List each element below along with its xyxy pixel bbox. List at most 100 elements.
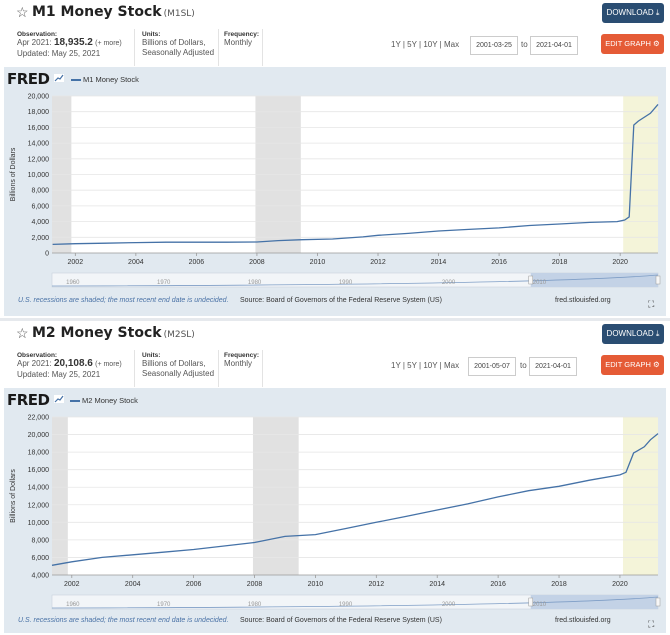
observation-more-link[interactable]: (+ more) [95, 40, 122, 47]
y-tick-label: 22,000 [28, 415, 50, 422]
frequency-value: Monthly [224, 359, 253, 368]
navigator-label: 1960 [66, 280, 80, 286]
y-tick-label: 6,000 [31, 203, 49, 210]
divider [262, 29, 263, 66]
navigator-label: 2010 [533, 602, 547, 608]
units-block: Units: Billions of Dollars, Seasonally A… [142, 352, 224, 386]
y-axis-label: Billions of Dollars [10, 147, 17, 201]
y-tick-label: 18,000 [28, 450, 50, 457]
y-tick-label: 2,000 [31, 235, 49, 242]
observation-period: Apr 2021: [17, 38, 52, 47]
units-line1: Billions of Dollars, [142, 38, 206, 47]
x-tick-label: 2004 [125, 581, 141, 588]
y-tick-label: 14,000 [28, 141, 50, 148]
download-button[interactable]: DOWNLOAD ⤓ [602, 3, 664, 23]
expand-icon[interactable]: ⛶ [648, 299, 655, 309]
observation-block: Observation: Apr 2021: 20,108.6 (+ more)… [17, 352, 131, 386]
observation-label: Observation: [17, 31, 58, 38]
chart-panel-m2: ☆ M2 Money Stock (M2SL) DOWNLOAD ⤓ Observ… [0, 321, 670, 635]
y-tick-label: 20,000 [28, 94, 50, 101]
recession-shade [52, 417, 68, 575]
expand-icon[interactable]: ⛶ [648, 619, 655, 629]
series-id: (M1SL) [163, 9, 195, 19]
source-note: Source: Board of Governors of the Federa… [240, 617, 442, 624]
y-tick-label: 18,000 [28, 109, 50, 116]
x-tick-label: 2002 [64, 581, 80, 588]
site-link[interactable]: fred.stlouisfed.org [555, 617, 611, 624]
navigator-label: 2000 [442, 280, 456, 286]
edit-graph-button[interactable]: EDIT GRAPH ⚙ [601, 34, 664, 54]
m2-chart: 4,000 6,000 8,000 10,000 12,000 14,000 16,000 1… [10, 415, 661, 610]
range-max[interactable]: Max [443, 40, 460, 49]
range-selector: 1Y | 5Y | 10Y | Max [391, 40, 460, 49]
fred-logo: FRED [7, 70, 50, 88]
x-tick-label: 2014 [431, 259, 447, 266]
date-to-input[interactable]: 2021-04-01 [529, 357, 577, 376]
range-10y[interactable]: 10Y [423, 361, 438, 370]
x-tick-label: 2016 [490, 581, 506, 588]
divider [218, 29, 219, 66]
range-max[interactable]: Max [443, 361, 460, 370]
navigator-label: 1960 [66, 602, 80, 608]
units-line2: Seasonally Adjusted [142, 48, 215, 57]
range-1y[interactable]: 1Y [391, 361, 401, 370]
frequency-block: Frequency: Monthly [224, 352, 264, 386]
y-tick-label: 4,000 [31, 573, 49, 580]
x-tick-label: 2006 [186, 581, 202, 588]
frequency-value: Monthly [224, 38, 253, 47]
y-tick-label: 10,000 [28, 520, 50, 527]
y-tick-label: 16,000 [28, 125, 50, 132]
date-to-input[interactable]: 2021-04-01 [530, 36, 578, 55]
x-tick-label: 2020 [612, 259, 628, 266]
fred-logo-chart-icon [54, 395, 64, 403]
range-10y[interactable]: 10Y [423, 40, 438, 49]
download-icon: ⤓ [655, 329, 660, 338]
x-tick-label: 2008 [249, 259, 265, 266]
y-tick-label: 16,000 [28, 467, 50, 474]
x-tick-label: 2014 [429, 581, 445, 588]
updated-date: Updated: May 25, 2021 [17, 49, 101, 58]
x-tick-label: 2010 [308, 581, 324, 588]
navigator-label: 1980 [248, 280, 262, 286]
x-tick-label: 2018 [552, 259, 568, 266]
date-from-input[interactable]: 2001-05-07 [468, 357, 516, 376]
navigator-label: 2010 [533, 280, 547, 286]
y-tick-label: 8,000 [31, 537, 49, 544]
title-row: ☆ M1 Money Stock (M1SL) DOWNLOAD ⤓ [0, 0, 670, 27]
navigator-line [51, 274, 659, 287]
x-tick-label: 2004 [128, 259, 144, 266]
y-tick-label: 8,000 [31, 188, 49, 195]
x-tick-label: 2020 [612, 581, 628, 588]
y-axis-label: Billions of Dollars [10, 469, 17, 523]
date-from-input[interactable]: 2001-03-25 [470, 36, 518, 55]
range-5y[interactable]: 5Y [407, 40, 417, 49]
recession-note: U.S. recessions are shaded; the most rec… [18, 297, 229, 304]
edit-graph-button[interactable]: EDIT GRAPH ⚙ [601, 355, 664, 375]
site-link[interactable]: fred.stlouisfed.org [555, 297, 611, 304]
observation-more-link[interactable]: (+ more) [95, 361, 122, 368]
star-icon[interactable]: ☆ [16, 4, 29, 20]
legend-swatch [70, 400, 80, 402]
download-button[interactable]: DOWNLOAD ⤓ [602, 324, 664, 344]
settings-icon: ⚙ [653, 360, 660, 369]
navigator-handle-left [528, 275, 533, 285]
fred-logo-chart-icon [54, 74, 64, 82]
to-label: to [521, 40, 528, 49]
recent-period-shade [622, 417, 658, 575]
navigator-handle-left [528, 597, 533, 607]
y-tick-label: 4,000 [31, 219, 49, 226]
fred-logo: FRED [7, 391, 50, 409]
navigator-label: 2000 [442, 602, 456, 608]
plot-area [52, 417, 658, 575]
range-5y[interactable]: 5Y [407, 361, 417, 370]
x-tick-label: 2006 [189, 259, 205, 266]
star-icon[interactable]: ☆ [16, 325, 29, 341]
units-line1: Billions of Dollars, [142, 359, 206, 368]
divider [134, 350, 135, 387]
observation-block: Observation: Apr 2021: 18,935.2 (+ more)… [17, 31, 131, 65]
range-1y[interactable]: 1Y [391, 40, 401, 49]
m1-chart: 0 2,000 4,000 6,000 8,000 10,000 12,000 14,000 1… [10, 94, 661, 288]
divider [134, 29, 135, 66]
y-tick-label: 10,000 [28, 172, 50, 179]
x-tick-label: 2010 [310, 259, 326, 266]
